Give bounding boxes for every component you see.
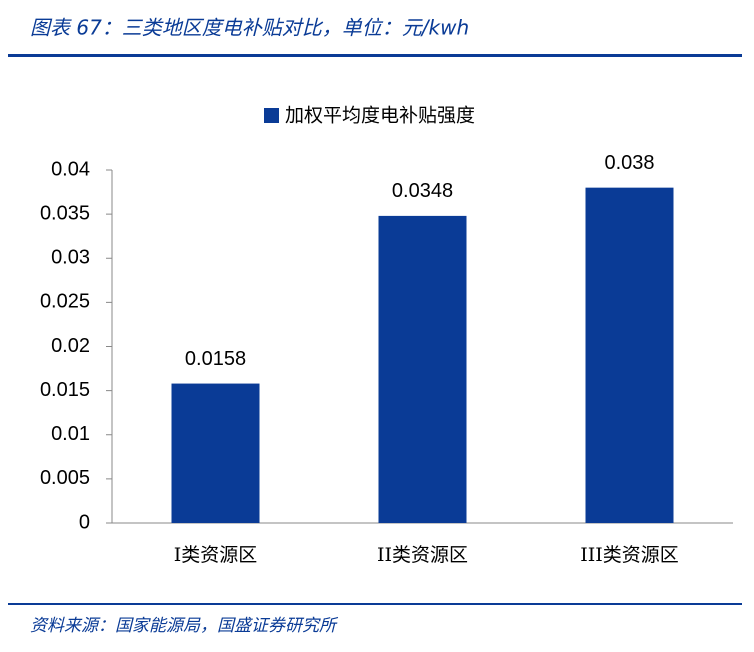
chart-title: 图表 67：三类地区度电补贴对比，单位：元/kwh [30,16,469,40]
footer-rule [8,603,742,605]
legend-label: 加权平均度电补贴强度 [285,105,475,127]
bar [171,383,260,523]
x-tick-label: III类资源区 [580,544,679,566]
x-tick-label: I类资源区 [174,544,258,566]
value-label: 0.0348 [392,180,453,202]
value-label: 0.038 [604,152,654,174]
y-tick-label: 0.02 [51,335,90,357]
x-tick-label: II类资源区 [377,544,468,566]
y-tick-label: 0 [79,511,90,533]
value-label: 0.0158 [185,348,246,370]
y-tick-label: 0.04 [51,158,90,180]
bar [378,215,467,523]
y-tick-label: 0.035 [40,202,90,224]
y-tick-label: 0.005 [40,467,90,489]
y-tick-label: 0.015 [40,379,90,401]
y-tick-label: 0.01 [51,423,90,445]
header-rule [8,54,742,57]
y-tick-label: 0.025 [40,291,90,313]
y-tick-label: 0.03 [51,247,90,269]
bar [585,187,674,523]
source-note: 资料来源：国家能源局，国盛证券研究所 [30,616,339,636]
legend-swatch [264,108,279,123]
